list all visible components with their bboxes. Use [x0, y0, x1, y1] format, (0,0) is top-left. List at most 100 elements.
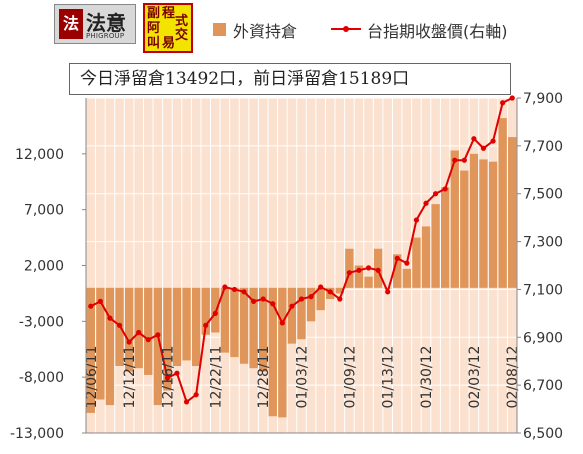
right-tick-label: 7,100 — [523, 282, 563, 298]
price-point — [116, 322, 123, 328]
bar — [153, 287, 163, 406]
price-point — [279, 320, 285, 326]
price-point — [442, 186, 448, 192]
left-tick-label: -8,000 — [19, 370, 64, 386]
right-tick-label: 6,500 — [523, 426, 563, 442]
x-tick-label: 01/13/12 — [381, 346, 397, 409]
bar — [239, 287, 249, 364]
bar — [460, 170, 469, 288]
bar — [412, 237, 421, 288]
logo-subtext: PHIGROUP — [86, 32, 125, 40]
price-point — [337, 296, 343, 302]
price-point — [126, 339, 132, 345]
right-tick-label: 6,900 — [523, 330, 563, 346]
price-point — [394, 255, 400, 261]
x-tick-label: 01/09/12 — [342, 346, 358, 409]
bar — [163, 287, 172, 391]
price-point — [298, 296, 305, 302]
bar — [306, 287, 316, 322]
net-position-info: 今日淨留倉13492口，前日淨留倉15189口 — [69, 63, 511, 95]
bar — [393, 254, 402, 288]
stamp-char: 程 — [162, 6, 176, 21]
price-point — [251, 298, 257, 304]
price-point — [490, 138, 496, 144]
price-point — [212, 310, 218, 316]
bar — [402, 268, 412, 288]
bar — [220, 287, 230, 353]
bar — [96, 287, 105, 400]
price-point — [480, 145, 487, 151]
left-tick-label: -13,000 — [10, 426, 64, 442]
bar — [297, 287, 306, 340]
price-point — [203, 322, 209, 328]
left-tick-label: 12,000 — [15, 147, 64, 163]
price-point — [164, 375, 171, 381]
bar — [249, 287, 258, 369]
x-tick-label: 12/22/11 — [208, 346, 224, 409]
bar — [191, 287, 201, 366]
price-point — [260, 296, 266, 302]
bar — [354, 265, 364, 288]
price-point — [432, 191, 439, 197]
bar — [488, 161, 498, 288]
bar — [105, 287, 115, 406]
bar — [383, 287, 392, 289]
bar — [335, 287, 344, 294]
bar — [124, 287, 134, 372]
stamp-char: 叫 — [147, 36, 161, 51]
bar — [172, 287, 182, 366]
price-point — [97, 298, 103, 304]
x-tick-label: 01/30/12 — [419, 346, 435, 409]
right-tick-label: 7,300 — [523, 235, 563, 251]
logo-mark: 法 — [59, 9, 83, 39]
phigroup-logo: 法 法意 PHIGROUP — [54, 4, 136, 44]
bar — [479, 159, 488, 288]
bar — [508, 137, 517, 288]
bar — [364, 276, 373, 288]
x-tick-label: 02/08/12 — [505, 346, 521, 409]
line-legend-marker — [343, 26, 349, 32]
bar-legend-label: 外資持倉 — [233, 22, 298, 41]
price-point — [346, 270, 352, 276]
price-point — [270, 301, 276, 307]
price-point — [136, 329, 142, 336]
price-point — [327, 289, 333, 295]
price-point — [174, 370, 180, 376]
stamp-char: 阿 — [147, 21, 161, 36]
x-tick-label: 12/16/11 — [160, 346, 176, 409]
bar-legend-swatch — [213, 23, 226, 36]
price-point — [365, 265, 372, 271]
price-point — [308, 294, 314, 300]
bar — [86, 287, 95, 413]
bar — [278, 287, 287, 418]
price-point — [88, 303, 94, 309]
left-tick-label: -3,000 — [19, 314, 64, 330]
bar — [440, 187, 450, 288]
left-tick-label: 7,000 — [24, 203, 64, 219]
bar — [498, 118, 507, 288]
bar — [144, 287, 153, 375]
x-tick-label: 01/03/12 — [295, 346, 311, 409]
bar — [211, 287, 220, 333]
axes: 12/06/11 12/12/11 12/16/11 12/22/11 12/28/11… — [10, 91, 563, 442]
price-point — [500, 100, 506, 106]
price-point — [461, 157, 467, 163]
bar — [431, 204, 440, 288]
price-point — [318, 284, 324, 290]
stamp-char: 式 — [175, 14, 189, 29]
price-point — [193, 392, 199, 398]
bar — [469, 153, 479, 288]
price-point — [155, 332, 161, 338]
line-legend-label: 台指期收盤價(右軸) — [367, 22, 508, 41]
x-tick-label: 12/28/11 — [256, 346, 272, 409]
price-point — [385, 289, 391, 295]
bar — [316, 287, 325, 311]
right-tick-label: 7,500 — [523, 187, 563, 203]
left-tick-label: 2,000 — [24, 259, 64, 275]
price-point — [509, 95, 515, 101]
logo-text: 法意 — [86, 11, 126, 35]
price-point — [404, 260, 410, 266]
price-point — [107, 315, 113, 321]
stamp-char: 交 — [175, 28, 189, 43]
